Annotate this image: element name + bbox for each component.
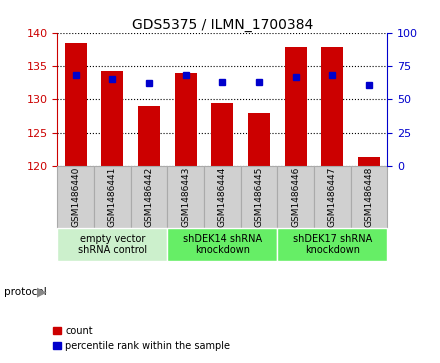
Legend: count, percentile rank within the sample: count, percentile rank within the sample xyxy=(49,322,234,355)
Bar xyxy=(248,113,270,166)
FancyBboxPatch shape xyxy=(57,166,94,228)
Bar xyxy=(175,73,197,166)
Bar xyxy=(285,47,307,166)
Bar xyxy=(101,72,123,166)
Bar xyxy=(321,47,343,166)
Text: GSM1486447: GSM1486447 xyxy=(328,167,337,227)
Text: empty vector
shRNA control: empty vector shRNA control xyxy=(77,234,147,256)
FancyBboxPatch shape xyxy=(204,166,241,228)
Title: GDS5375 / ILMN_1700384: GDS5375 / ILMN_1700384 xyxy=(132,18,313,32)
FancyBboxPatch shape xyxy=(94,166,131,228)
Text: GSM1486448: GSM1486448 xyxy=(364,167,374,227)
Text: GSM1486443: GSM1486443 xyxy=(181,167,190,227)
Text: GSM1486442: GSM1486442 xyxy=(144,167,154,227)
Text: GSM1486445: GSM1486445 xyxy=(254,167,264,227)
Text: GSM1486444: GSM1486444 xyxy=(218,167,227,227)
Bar xyxy=(358,158,380,166)
FancyBboxPatch shape xyxy=(277,228,387,261)
Text: shDEK14 shRNA
knockdown: shDEK14 shRNA knockdown xyxy=(183,234,262,256)
FancyBboxPatch shape xyxy=(351,166,387,228)
Text: GSM1486440: GSM1486440 xyxy=(71,167,80,227)
Bar xyxy=(211,103,233,166)
Text: GSM1486446: GSM1486446 xyxy=(291,167,300,227)
FancyBboxPatch shape xyxy=(241,166,277,228)
FancyBboxPatch shape xyxy=(57,228,167,261)
FancyBboxPatch shape xyxy=(314,166,351,228)
Text: GSM1486441: GSM1486441 xyxy=(108,167,117,227)
FancyBboxPatch shape xyxy=(167,166,204,228)
FancyBboxPatch shape xyxy=(167,228,277,261)
Bar xyxy=(65,43,87,166)
Text: shDEK17 shRNA
knockdown: shDEK17 shRNA knockdown xyxy=(293,234,372,256)
FancyBboxPatch shape xyxy=(277,166,314,228)
FancyBboxPatch shape xyxy=(131,166,167,228)
Text: protocol: protocol xyxy=(4,287,47,297)
Bar xyxy=(138,106,160,166)
Text: ▶: ▶ xyxy=(37,286,47,299)
